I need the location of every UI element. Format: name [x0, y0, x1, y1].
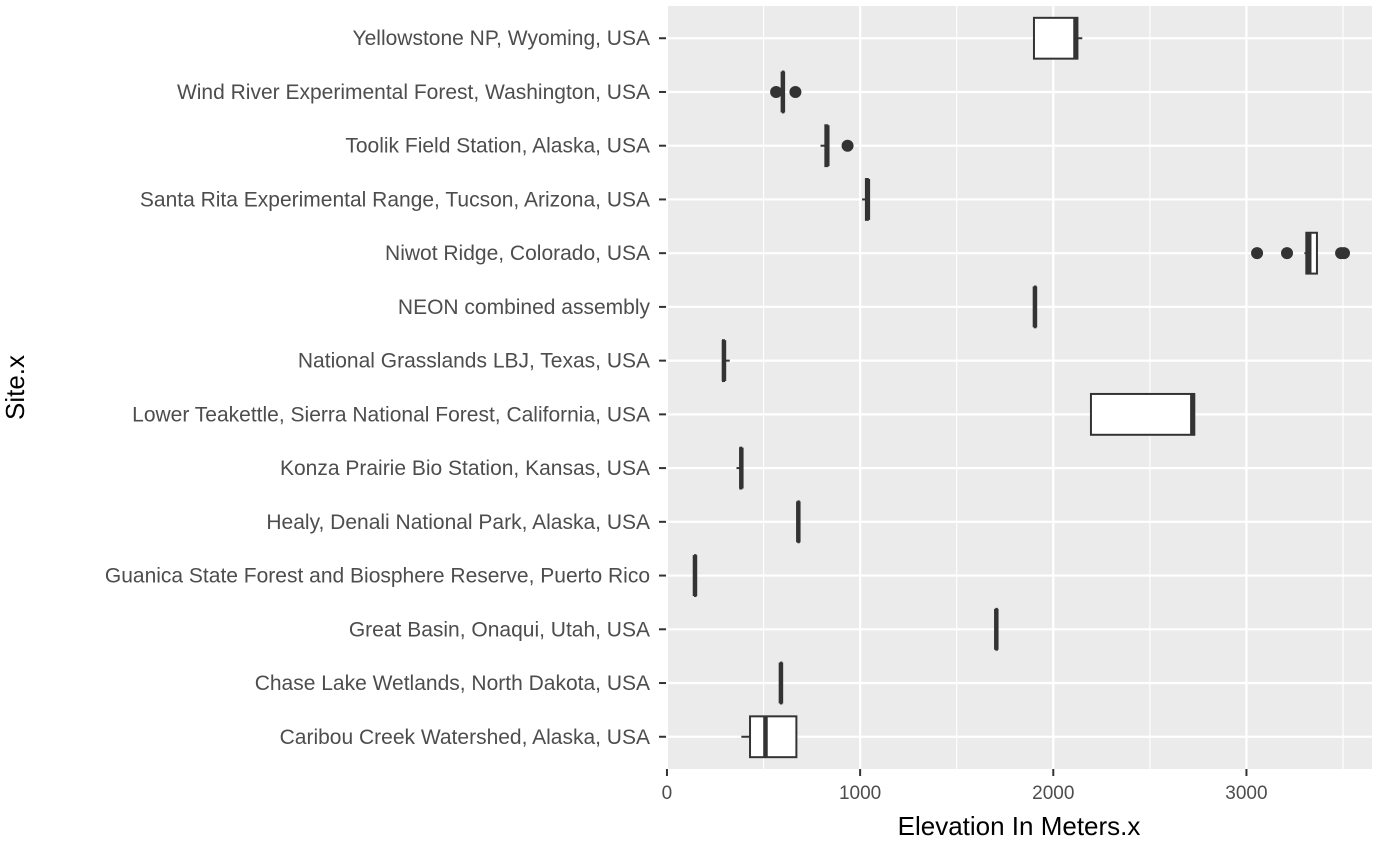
box-8 [736, 446, 744, 490]
outlier-point [1281, 247, 1294, 260]
box-5 [1032, 285, 1038, 329]
y-tick-label: Yellowstone NP, Wyoming, USA [353, 27, 650, 50]
x-axis-title: Elevation In Meters.x [898, 811, 1141, 841]
box-2 [820, 124, 854, 168]
y-tick-label: Niwot Ridge, Colorado, USA [385, 242, 650, 265]
outlier-point [789, 85, 802, 98]
y-tick-label: Healy, Denali National Park, Alaska, USA [266, 511, 650, 534]
y-axis: Yellowstone NP, Wyoming, USA Wind River E… [105, 27, 666, 749]
box-10 [692, 554, 698, 597]
box-3 [862, 178, 871, 221]
box-iqr [1032, 16, 1079, 60]
y-tick-label: Chase Lake Wetlands, North Dakota, USA [255, 672, 650, 695]
box-7 [1089, 392, 1196, 436]
boxes [692, 16, 1350, 759]
x-tick-label: 1000 [839, 783, 881, 804]
box-4 [1251, 231, 1350, 275]
box-13 [741, 715, 798, 759]
y-tick-label: Guanica State Forest and Biosphere Reser… [105, 565, 650, 588]
y-tick-label: Konza Prairie Bio Station, Kansas, USA [280, 457, 650, 480]
y-tick-label: Toolik Field Station, Alaska, USA [345, 135, 650, 158]
y-tick-label: Lower Teakettle, Sierra National Forest,… [132, 403, 650, 426]
y-axis-title: Site.x [0, 355, 30, 420]
y-tick-label: Great Basin, Onaqui, Utah, USA [349, 618, 650, 641]
y-tick-label: Santa Rita Experimental Range, Tucson, A… [140, 188, 650, 211]
box-12 [778, 661, 784, 705]
x-tick-label: 2000 [1032, 783, 1074, 804]
box-11 [994, 607, 999, 651]
box-iqr [1089, 392, 1196, 436]
box-iqr [1305, 231, 1318, 275]
box-iqr [749, 715, 798, 759]
y-tick-label: Caribou Creek Watershed, Alaska, USA [280, 726, 650, 749]
box-1 [770, 70, 802, 114]
outlier-point [841, 139, 854, 152]
box-9 [796, 500, 801, 544]
outlier-point [770, 85, 783, 98]
x-tick-label: 0 [662, 783, 673, 804]
outlier-point [1337, 247, 1350, 260]
y-tick-label: National Grasslands LBJ, Texas, USA [298, 350, 650, 373]
box-6 [721, 339, 730, 383]
box-0 [1032, 16, 1083, 60]
y-tick-label: Wind River Experimental Forest, Washingt… [177, 81, 650, 104]
x-axis: 0 1000 2000 3000 [662, 769, 1268, 804]
minor-gridlines [762, 6, 1344, 769]
outlier-point [1251, 247, 1264, 260]
y-tick-label: NEON combined assembly [398, 296, 651, 319]
plot-panel [666, 6, 1372, 769]
x-tick-label: 3000 [1225, 783, 1267, 804]
